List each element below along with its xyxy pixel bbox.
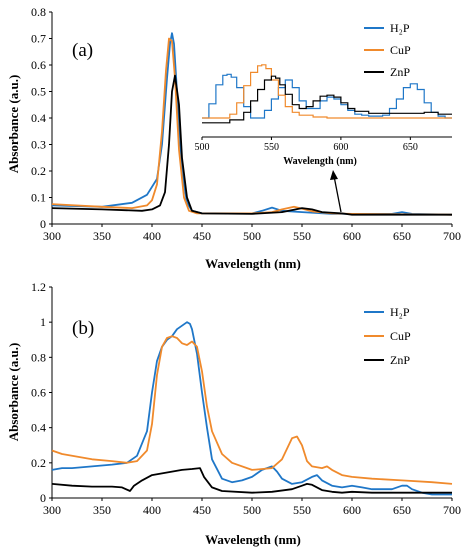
- series-line-2: [51, 74, 452, 216]
- legend-label: ZnP: [390, 353, 410, 367]
- chart-a-axes: 0 0.1 0.2 0.3 0.4 0.5 0.6 0.7 0.8 300 350 400 450 500…: [31, 5, 461, 243]
- inset-x-tick-label: 650: [403, 142, 418, 153]
- inset-series-line-0: [202, 73, 452, 119]
- y-tick-label: 0.6: [31, 58, 46, 72]
- legend-label: CuP: [390, 329, 411, 343]
- x-tick-label: 450: [193, 503, 211, 517]
- chart-b-series: [51, 321, 453, 496]
- chart-b-panel-label: (b): [72, 318, 94, 339]
- x-tick-label: 450: [193, 229, 211, 243]
- x-tick-label: 500: [243, 503, 261, 517]
- legend-label: H₂P: [390, 305, 410, 319]
- y-tick-label: 0.5: [31, 85, 46, 99]
- x-tick-label: 550: [293, 503, 311, 517]
- inset-series-line-1: [202, 64, 452, 119]
- x-tick-label: 350: [93, 503, 111, 517]
- x-tick-label: 400: [143, 229, 161, 243]
- chart-a-panel-label: (a): [72, 40, 93, 61]
- series-line-1: [51, 335, 453, 485]
- chart-panel-b: 0 0.2 0.4 0.6 0.8 1 1.2 300 350 400 450 500 550 600 65…: [6, 280, 461, 547]
- inset-x-tick-label: 550: [264, 142, 279, 153]
- inset-series-line-2: [202, 75, 452, 124]
- y-tick-label: 0.6: [31, 386, 46, 400]
- y-tick-label: 0.7: [31, 32, 46, 46]
- chart-a-inset: 500 550 600 650: [195, 64, 452, 153]
- y-tick-label: 1: [40, 315, 46, 329]
- x-tick-label: 600: [343, 229, 361, 243]
- chart-b-y-axis-label: Absorbance (a.u.): [6, 343, 21, 442]
- x-tick-label: 650: [393, 229, 411, 243]
- x-tick-label: 650: [393, 503, 411, 517]
- y-tick-label: 0.2: [31, 164, 46, 178]
- chart-b-legend: H₂P CuP ZnP: [364, 305, 411, 367]
- inset-x-tick-label: 600: [333, 142, 348, 153]
- y-tick-label: 0: [40, 217, 46, 231]
- x-tick-label: 400: [143, 503, 161, 517]
- chart-panel-a: 0 0.1 0.2 0.3 0.4 0.5 0.6 0.7 0.8 300 350 400 450 500…: [6, 5, 461, 271]
- x-tick-label: 300: [43, 229, 61, 243]
- inset-x-tick-label: 500: [195, 142, 210, 153]
- x-tick-label: 300: [43, 503, 61, 517]
- y-tick-label: 1.2: [31, 280, 46, 294]
- chart-a-x-axis-label: Wavelength (nm): [205, 256, 301, 271]
- x-tick-label: 550: [293, 229, 311, 243]
- y-tick-label: 0.1: [31, 191, 46, 205]
- y-tick-label: 0.8: [31, 350, 46, 364]
- y-tick-label: 0: [40, 491, 46, 505]
- y-tick-label: 0.4: [31, 421, 46, 435]
- y-tick-label: 0.4: [31, 111, 46, 125]
- x-tick-label: 700: [443, 503, 461, 517]
- legend-label: ZnP: [390, 65, 410, 79]
- legend-label: H₂P: [390, 21, 410, 35]
- y-tick-label: 0.3: [31, 138, 46, 152]
- chart-a-series: [51, 32, 453, 216]
- inset-pointer-arrow: [330, 170, 342, 213]
- x-tick-label: 600: [343, 503, 361, 517]
- x-tick-label: 500: [243, 229, 261, 243]
- chart-b-x-axis-label: Wavelength (nm): [205, 532, 301, 547]
- chart-a-legend: H₂P CuP ZnP: [364, 21, 411, 79]
- x-tick-label: 350: [93, 229, 111, 243]
- chart-a-y-axis-label: Absorbance (a.u.): [6, 75, 21, 174]
- series-line-0: [51, 32, 453, 216]
- x-tick-label: 700: [443, 229, 461, 243]
- series-line-0: [51, 321, 452, 496]
- inset-x-axis-label: Wavelength (nm): [283, 156, 357, 167]
- y-tick-label: 0.2: [31, 456, 46, 470]
- chart-b-axes: 0 0.2 0.4 0.6 0.8 1 1.2 300 350 400 450 500 550 600 65…: [31, 280, 461, 517]
- y-tick-label: 0.8: [31, 5, 46, 19]
- legend-label: CuP: [390, 43, 411, 57]
- series-line-2: [51, 467, 452, 494]
